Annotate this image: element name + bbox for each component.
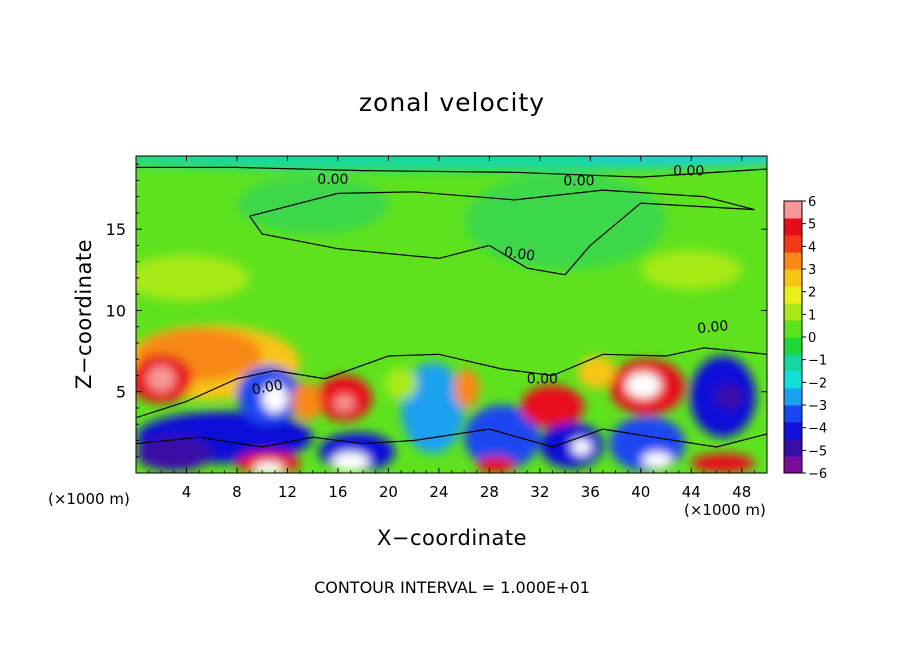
colorbar-tick-label: 5 — [808, 218, 816, 233]
colorbar: 6 5 4 3 2 1 0 −1 −2 −3 −4 −5 −6 — [783, 195, 827, 482]
x-tick-label: 28 — [480, 483, 499, 501]
contour-label: 0.00 — [563, 173, 594, 189]
contour-label: 0.00 — [251, 377, 284, 398]
colorbar-segment — [784, 235, 802, 253]
zero-contour-4 — [136, 428, 767, 448]
zero-contour-3 — [136, 347, 767, 419]
colorbar-segment — [784, 422, 802, 440]
contour-interval-note: CONTOUR INTERVAL = 1.000E+01 — [314, 578, 590, 597]
colorbar-tick-label: −4 — [808, 422, 827, 437]
colorbar-segment — [784, 337, 802, 355]
velocity-field — [136, 156, 767, 473]
colorbar-segment — [784, 354, 802, 372]
x-tick-label: 8 — [232, 483, 242, 501]
colorbar-tick-label: −2 — [808, 376, 827, 391]
colorbar-tick-label: 3 — [808, 263, 816, 278]
x-tick-label: 20 — [379, 483, 398, 501]
colorbar-tick-label: 0 — [808, 331, 816, 346]
colorbar-tick-label: 2 — [808, 286, 816, 301]
contour-labels: 0.00 0.00 0.00 0.00 0.00 0.00 0.00 — [251, 164, 729, 399]
x-tick-label: 44 — [682, 483, 701, 501]
x-tick-label: 32 — [530, 483, 549, 501]
x-axis-unit-right: (×1000 m) — [684, 501, 766, 519]
colorbar-segment — [784, 218, 802, 236]
x-tick-label: 24 — [429, 483, 448, 501]
colorbar-segment — [784, 456, 802, 474]
colorbar-tick-label: 6 — [808, 195, 816, 210]
contour-label: 0.00 — [697, 318, 730, 337]
y-tick-label: 10 — [106, 301, 126, 320]
field-blobs — [136, 156, 767, 473]
colorbar-segment — [784, 439, 802, 457]
contour-label: 0.00 — [527, 372, 558, 388]
x-tick-label: 36 — [581, 483, 600, 501]
colorbar-segment — [784, 371, 802, 389]
x-tick-label: 12 — [278, 483, 297, 501]
contour-label: 0.00 — [673, 164, 704, 180]
y-tick-label: 5 — [116, 383, 126, 402]
colorbar-segment — [784, 252, 802, 270]
colorbar-tick-label: −1 — [808, 354, 827, 369]
x-tick-label: 40 — [631, 483, 650, 501]
colorbar-segment — [784, 286, 802, 304]
x-tick-label: 48 — [732, 483, 751, 501]
colorbar-segment — [784, 303, 802, 321]
y-tick-label: 15 — [106, 220, 126, 239]
colorbar-segment — [784, 388, 802, 406]
zero-contours — [136, 166, 767, 448]
x-tick-label: 16 — [328, 483, 347, 501]
colorbar-tick-label: 4 — [808, 240, 816, 255]
zero-contour-1 — [136, 166, 767, 178]
contour-label: 0.00 — [317, 172, 348, 188]
colorbar-segment — [784, 201, 802, 219]
zero-contour-2 — [249, 189, 755, 276]
x-tick-label: 4 — [182, 483, 192, 501]
colorbar-tick-label: −5 — [808, 444, 827, 459]
colorbar-tick-label: −3 — [808, 399, 827, 414]
contour-label: 0.00 — [503, 244, 536, 264]
colorbar-segment — [784, 269, 802, 287]
x-axis-unit-left: (×1000 m) — [48, 490, 130, 508]
x-axis-label: X−coordinate — [377, 526, 527, 550]
colorbar-tick-label: 1 — [808, 308, 816, 323]
colorbar-segment — [784, 320, 802, 338]
colorbar-segment — [784, 405, 802, 423]
colorbar-tick-label: −6 — [808, 467, 827, 482]
chart-title: zonal velocity — [358, 88, 546, 117]
